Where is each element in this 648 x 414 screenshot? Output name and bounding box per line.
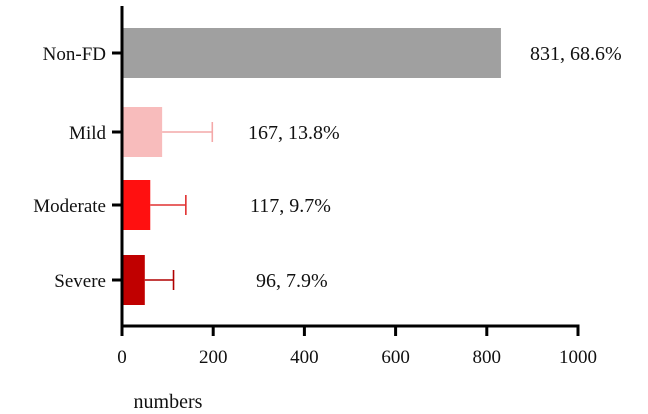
x-tick-label-800: 800	[473, 347, 502, 368]
data-label-moderate: 117, 9.7%	[250, 195, 331, 217]
data-label-severe: 96, 7.9%	[256, 270, 328, 292]
x-tick-label-200: 200	[199, 347, 228, 368]
category-label-mild: Mild	[69, 123, 106, 144]
category-label-severe: Severe	[54, 271, 106, 292]
x-tick-label-400: 400	[290, 347, 319, 368]
error-bar-moderate	[150, 195, 187, 215]
error-bar-severe	[144, 270, 175, 290]
bar-mild	[122, 107, 163, 157]
x-tick-label-0: 0	[117, 347, 127, 368]
bar-moderate	[122, 180, 151, 230]
bar-non-fd	[122, 28, 501, 78]
x-tick-label-1000: 1000	[559, 347, 597, 368]
x-tick-label-600: 600	[381, 347, 410, 368]
bar-severe	[122, 255, 145, 305]
error-bar-mild	[162, 122, 214, 142]
x-axis-label: numbers	[134, 391, 203, 413]
category-label-moderate: Moderate	[33, 196, 106, 217]
category-label-non-fd: Non-FD	[43, 44, 106, 65]
chart-marks: 831, 68.6% 167, 13.8% 117, 9.7% 96, 7.9%	[122, 28, 622, 305]
data-label-mild: 167, 13.8%	[248, 122, 340, 144]
data-label-non-fd: 831, 68.6%	[530, 43, 622, 65]
axis-ticks: Non-FD Mild Moderate Severe 0 200 400 600 800 100…	[33, 44, 597, 368]
